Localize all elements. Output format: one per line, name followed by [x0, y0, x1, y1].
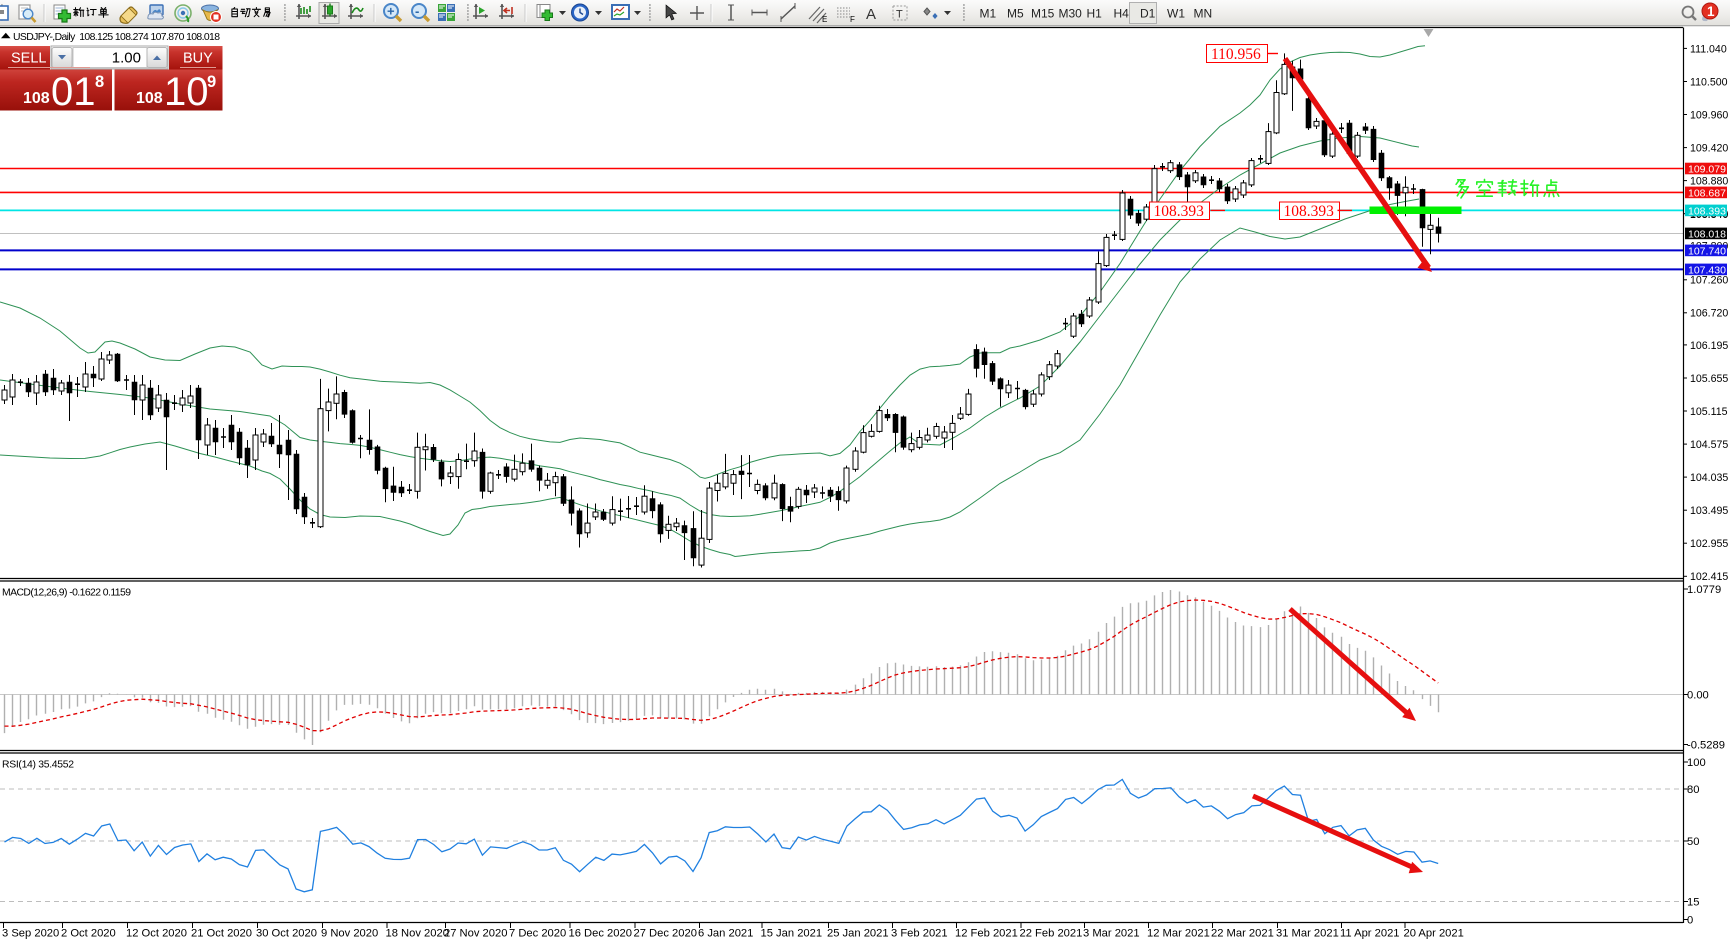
svg-text:108.018: 108.018 [1688, 228, 1726, 240]
svg-text:106.720: 106.720 [1690, 308, 1728, 320]
svg-text:D1: D1 [1140, 7, 1156, 21]
svg-text:16 Dec 2020: 16 Dec 2020 [569, 928, 632, 940]
svg-text:80: 80 [1687, 784, 1699, 796]
svg-text:MN: MN [1194, 7, 1213, 21]
svg-text:E: E [822, 15, 827, 24]
svg-text:102.415: 102.415 [1690, 571, 1728, 583]
svg-text:111.040: 111.040 [1690, 43, 1727, 55]
svg-text:RSI(14) 35.4552: RSI(14) 35.4552 [2, 760, 74, 771]
svg-text:6 Jan 2021: 6 Jan 2021 [698, 928, 753, 940]
svg-text:0.00: 0.00 [1687, 690, 1709, 702]
svg-text:108.687: 108.687 [1688, 187, 1726, 199]
svg-text:110.500: 110.500 [1690, 76, 1728, 88]
svg-text:BUY: BUY [183, 51, 213, 67]
svg-text:T: T [896, 9, 903, 21]
svg-text:M30: M30 [1059, 7, 1083, 21]
svg-text:MACD(12,26,9) -0.1622 0.1159: MACD(12,26,9) -0.1622 0.1159 [2, 588, 131, 599]
svg-text:104.035: 104.035 [1690, 472, 1728, 484]
svg-text:22 Mar 2021: 22 Mar 2021 [1211, 928, 1274, 940]
svg-text:1.00: 1.00 [112, 50, 141, 67]
svg-text:108.393: 108.393 [1688, 205, 1726, 217]
svg-text:108.393: 108.393 [1154, 203, 1205, 220]
svg-text:-0.5289: -0.5289 [1687, 740, 1725, 752]
svg-text:0: 0 [1687, 915, 1693, 927]
svg-text:1: 1 [1707, 4, 1715, 19]
svg-text:107.430: 107.430 [1688, 264, 1726, 276]
svg-text:+: + [387, 4, 395, 19]
svg-text:108.393: 108.393 [1284, 203, 1335, 220]
svg-text:01: 01 [51, 70, 96, 114]
svg-text:15 Jan 2021: 15 Jan 2021 [761, 928, 823, 940]
svg-text:10: 10 [164, 70, 209, 114]
svg-text:F: F [850, 15, 855, 24]
svg-text:104.575: 104.575 [1690, 439, 1728, 451]
svg-text:-: - [415, 4, 419, 19]
svg-text:106.195: 106.195 [1690, 340, 1728, 352]
svg-text:18 Nov 2020: 18 Nov 2020 [386, 928, 449, 940]
svg-text:108: 108 [136, 90, 163, 107]
svg-text:107.260: 107.260 [1690, 275, 1728, 287]
svg-text:20 Apr 2021: 20 Apr 2021 [1404, 928, 1464, 940]
svg-text:109.079: 109.079 [1688, 163, 1726, 175]
svg-text:109.960: 109.960 [1690, 109, 1728, 121]
svg-text:110.956: 110.956 [1211, 46, 1261, 63]
svg-text:9 Nov 2020: 9 Nov 2020 [321, 928, 378, 940]
svg-text:107.740: 107.740 [1688, 245, 1726, 257]
svg-text:M1: M1 [980, 7, 997, 21]
svg-text:103.495: 103.495 [1690, 505, 1728, 517]
svg-text:3 Feb 2021: 3 Feb 2021 [891, 928, 948, 940]
svg-text:27 Dec 2020: 27 Dec 2020 [634, 928, 697, 940]
svg-text:105.115: 105.115 [1690, 406, 1728, 418]
svg-text:9: 9 [207, 73, 216, 91]
svg-text:3 Sep 2020: 3 Sep 2020 [2, 928, 59, 940]
svg-text:M5: M5 [1007, 7, 1024, 21]
svg-text:W1: W1 [1167, 7, 1185, 21]
svg-text:30 Oct 2020: 30 Oct 2020 [256, 928, 317, 940]
svg-text:27 Nov 2020: 27 Nov 2020 [444, 928, 507, 940]
svg-text:12 Mar 2021: 12 Mar 2021 [1147, 928, 1210, 940]
svg-text:A: A [866, 6, 876, 23]
svg-text:108: 108 [23, 90, 50, 107]
svg-text:1.0779: 1.0779 [1687, 584, 1721, 596]
svg-text:11 Apr 2021: 11 Apr 2021 [1340, 928, 1400, 940]
svg-text:25 Jan 2021: 25 Jan 2021 [827, 928, 889, 940]
svg-text:H4: H4 [1114, 7, 1130, 21]
svg-text:USDJPY-,Daily 108.125 108.274: USDJPY-,Daily 108.125 108.274 107.870 10… [13, 32, 220, 43]
svg-text:100: 100 [1687, 757, 1706, 769]
svg-text:15: 15 [1687, 897, 1699, 909]
svg-text:108.880: 108.880 [1690, 176, 1728, 188]
svg-text:22 Feb 2021: 22 Feb 2021 [1020, 928, 1083, 940]
svg-text:102.955: 102.955 [1690, 538, 1728, 550]
svg-text:109.420: 109.420 [1690, 143, 1728, 155]
svg-text:8: 8 [95, 73, 104, 91]
svg-text:21 Oct 2020: 21 Oct 2020 [191, 928, 252, 940]
svg-text:12 Oct 2020: 12 Oct 2020 [126, 928, 187, 940]
svg-text:7 Dec 2020: 7 Dec 2020 [509, 928, 566, 940]
svg-text:3 Mar 2021: 3 Mar 2021 [1083, 928, 1140, 940]
svg-text:12 Feb 2021: 12 Feb 2021 [955, 928, 1018, 940]
svg-text:SELL: SELL [11, 51, 46, 67]
svg-text:31 Mar 2021: 31 Mar 2021 [1276, 928, 1339, 940]
svg-text:M15: M15 [1031, 7, 1055, 21]
svg-text:H1: H1 [1087, 7, 1103, 21]
svg-text:50: 50 [1687, 836, 1699, 848]
svg-text:2 Oct 2020: 2 Oct 2020 [61, 928, 116, 940]
svg-text:105.655: 105.655 [1690, 373, 1728, 385]
